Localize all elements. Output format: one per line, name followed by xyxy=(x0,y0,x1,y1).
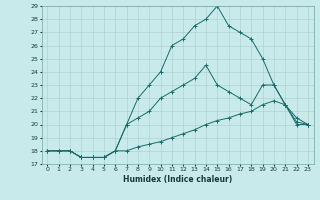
X-axis label: Humidex (Indice chaleur): Humidex (Indice chaleur) xyxy=(123,175,232,184)
